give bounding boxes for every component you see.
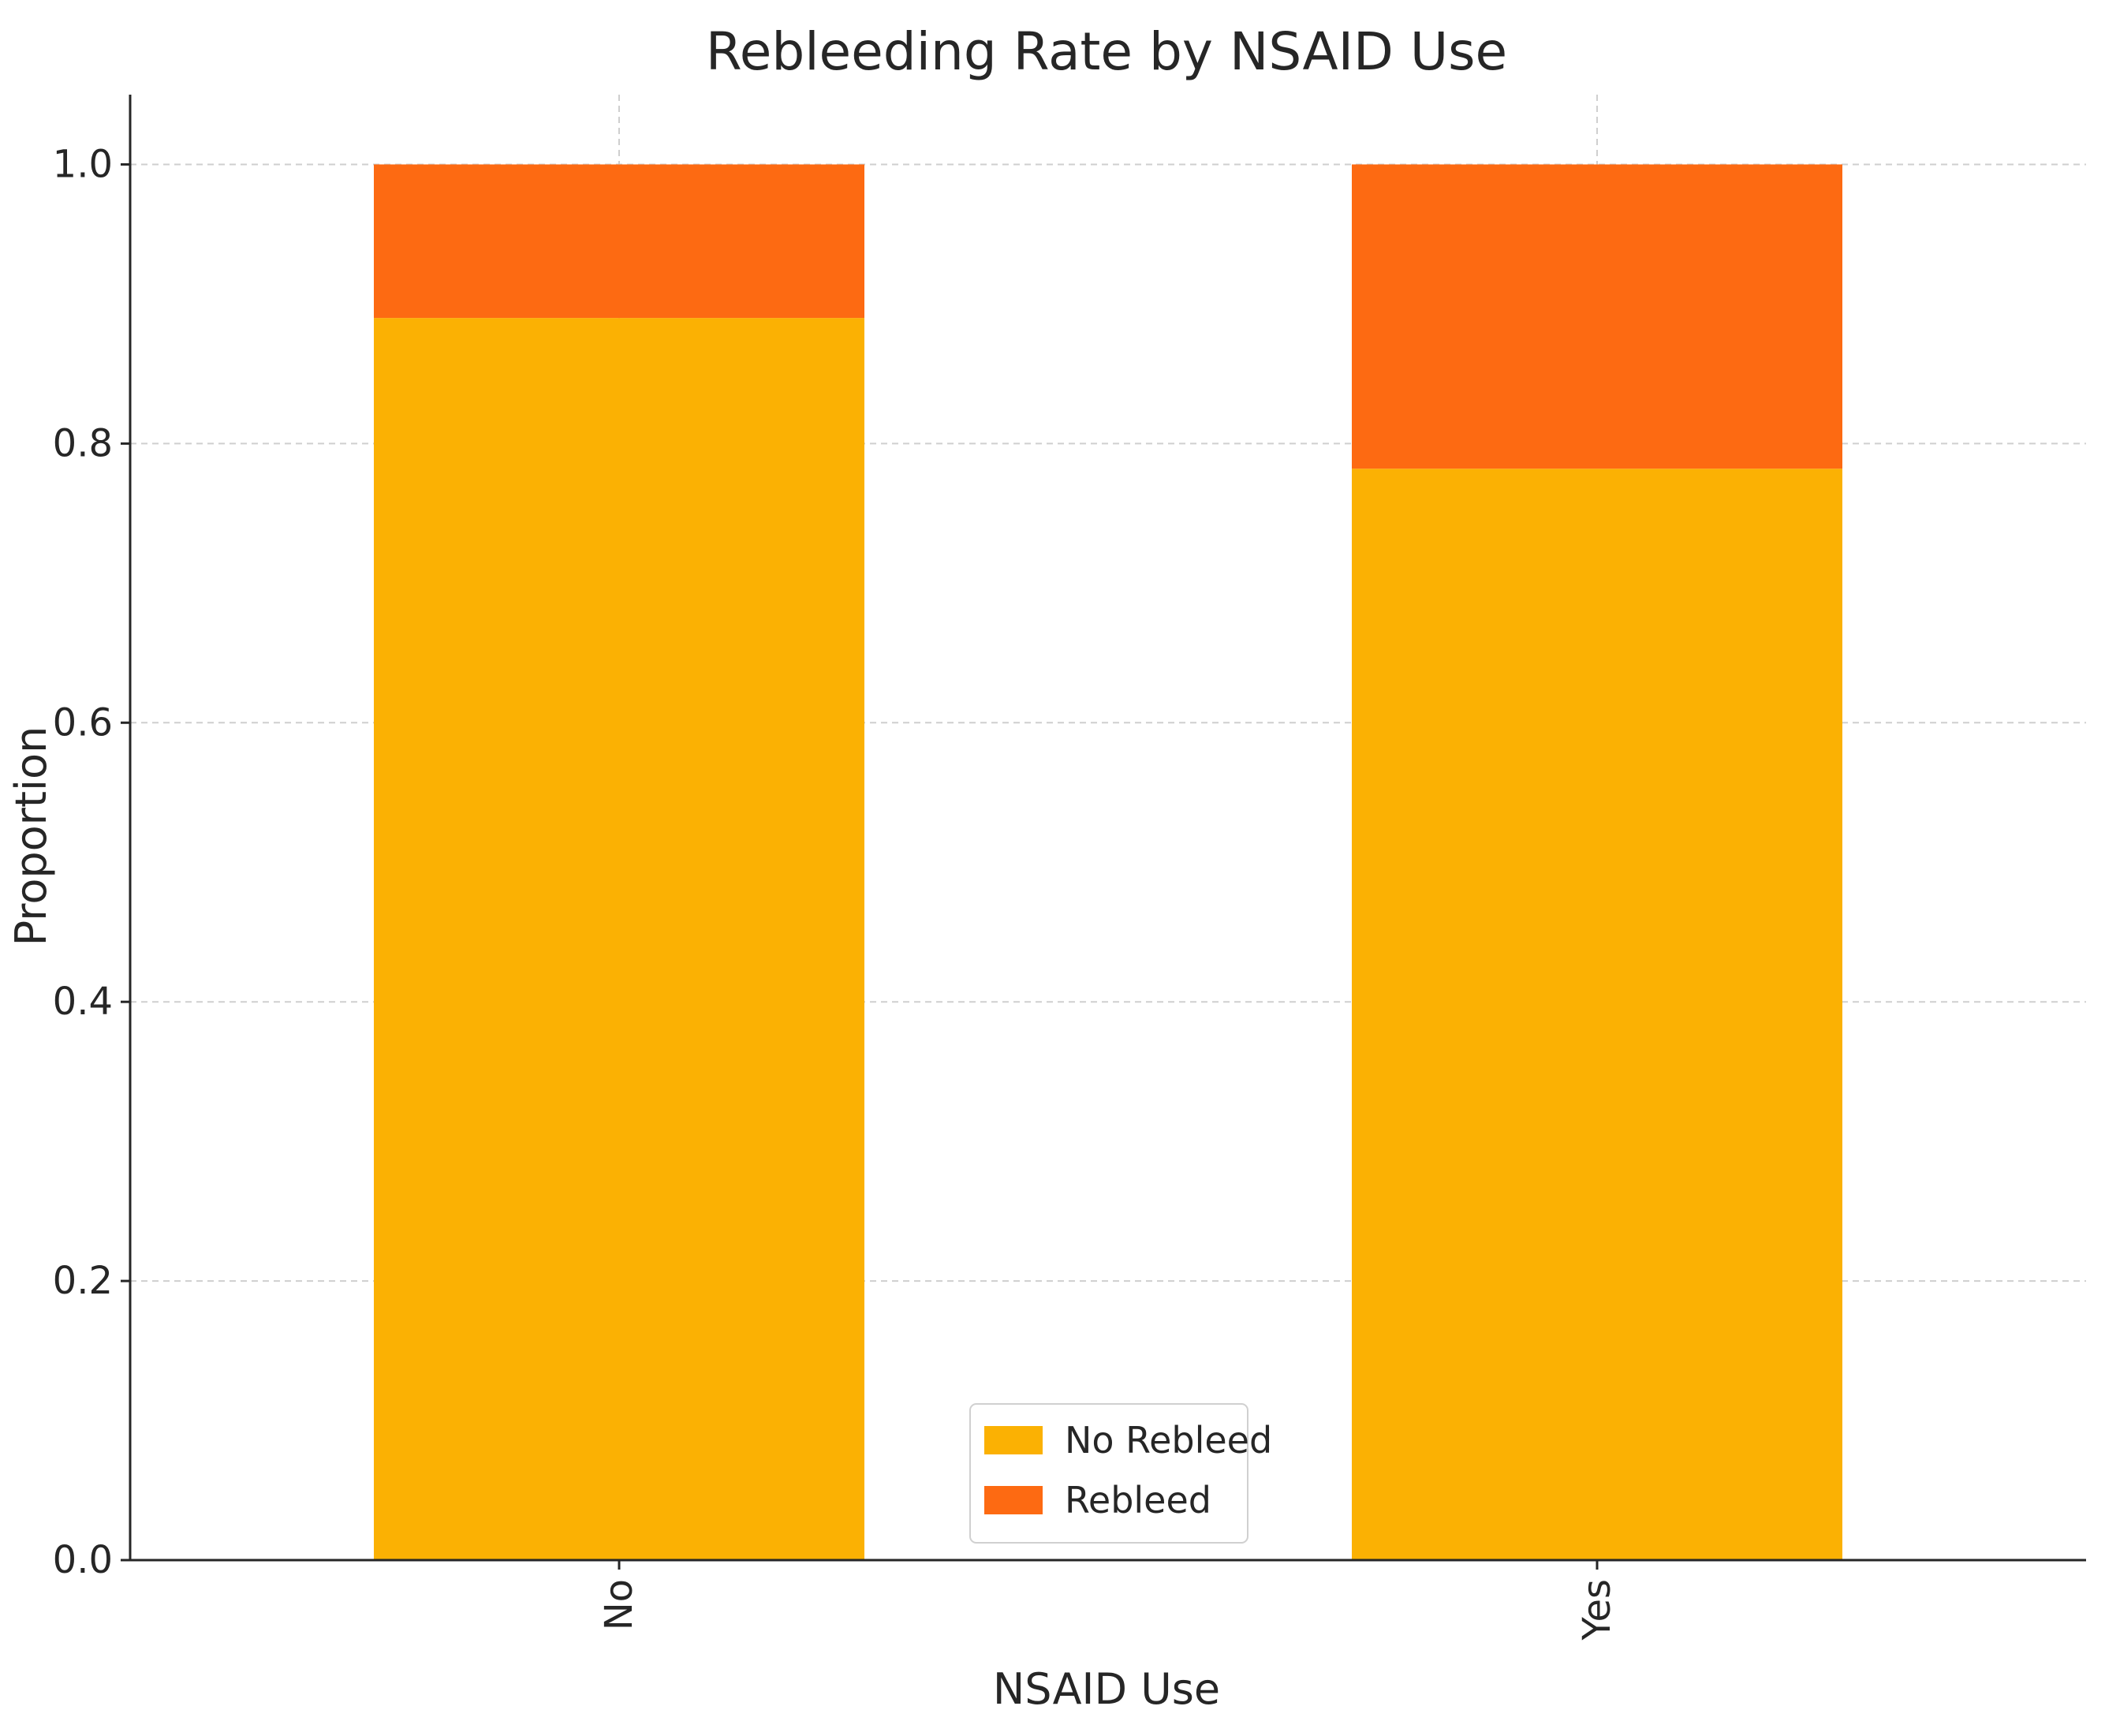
chart-title: Rebleeding Rate by NSAID Use [706, 21, 1507, 82]
bar-no-rebleed-no [374, 318, 864, 1561]
y-tick-label: 0.4 [53, 980, 113, 1024]
legend-swatch-rebleed [984, 1486, 1043, 1514]
bar-rebleed-no [374, 164, 864, 319]
y-tick-label: 0.6 [53, 700, 113, 745]
bar-no-rebleed-yes [1352, 469, 1842, 1560]
bar-rebleed-yes [1352, 164, 1842, 469]
y-tick-label: 1.0 [53, 142, 113, 186]
y-tick-label: 0.8 [53, 421, 113, 465]
y-tick-label: 0.2 [53, 1259, 113, 1303]
legend-label-rebleed: Rebleed [1065, 1479, 1211, 1521]
x-tick-label-no: No [597, 1579, 641, 1630]
y-tick-label: 0.0 [53, 1538, 113, 1582]
y-axis-label: Proportion [6, 726, 56, 946]
legend-swatch-no-rebleed [984, 1426, 1043, 1454]
x-axis-label: NSAID Use [993, 1664, 1220, 1714]
y-ticks: 0.0 0.2 0.4 0.6 0.8 1.0 [53, 142, 130, 1582]
legend: No Rebleed Rebleed [969, 1403, 1272, 1544]
x-ticks: No Yes [597, 1560, 1619, 1641]
axes [129, 95, 2086, 1562]
x-tick-label-yes: Yes [1575, 1579, 1619, 1641]
bars [374, 164, 1842, 1561]
legend-label-no-rebleed: No Rebleed [1065, 1419, 1272, 1462]
